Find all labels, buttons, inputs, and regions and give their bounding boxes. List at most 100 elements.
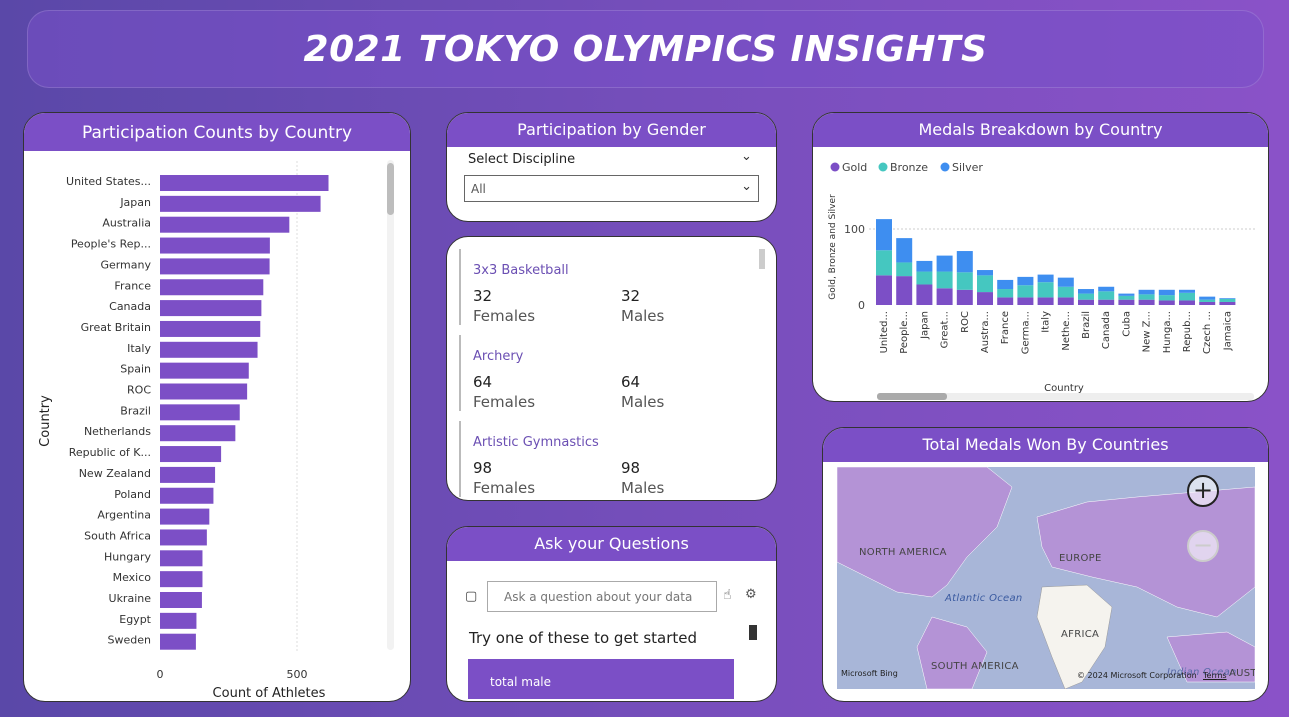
legend-swatch [940,162,950,172]
tick-label: Republic of K... [69,446,151,459]
title-banner: 2021 TOKYO OLYMPICS INSIGHTS [27,10,1264,88]
bar-segment [896,276,913,305]
scroll-marker[interactable] [749,625,757,640]
tick-label: Great Britain [81,321,151,334]
bar-segment [1118,295,1135,300]
bar-segment [1057,277,1074,287]
tick-label: 0 [858,299,865,312]
bing-logo: Microsoft Bing [841,669,898,678]
female-label: Females [473,479,536,497]
y-axis-label: Country [38,395,53,447]
bar-segment [997,297,1014,305]
discipline-name: Artistic Gymnastics [473,435,599,450]
bar-segment [1219,298,1236,302]
map-terms-link[interactable]: Terms [1203,671,1227,680]
bar [160,446,222,463]
bar-segment [956,272,973,290]
collapse-chevron-icon[interactable]: ⌄ [741,149,752,164]
discipline-select-label: Select Discipline [468,152,576,167]
bar-segment [956,251,973,273]
legend-label: Gold [842,161,867,174]
bar-segment [1138,294,1155,300]
tick-label: Canada [1101,311,1112,349]
bar-segment [1078,299,1094,305]
country-scroll-track[interactable] [387,160,394,650]
bar-segment [916,260,933,272]
bar-segment [876,275,892,305]
gear-icon[interactable]: ⚙ [745,587,757,602]
bar-segment [1219,298,1236,299]
participation-country-chart: United States... Japan Australia People's R… [38,161,329,701]
male-label: Males [621,307,665,325]
bar-segment [876,219,892,251]
bar-segment [1179,292,1195,301]
medals-scroll-thumb [877,393,947,400]
female-count: 32 [473,287,493,305]
male-count: 64 [621,373,641,391]
bar [160,592,202,608]
qa-card: Ask your Questions ▢ ☝ ⚙ Try one of thes… [446,526,777,702]
discipline-scroll-thumb[interactable] [759,249,765,269]
map-title: Total Medals Won By Countries [823,428,1268,462]
tick-label: Argentina [97,509,151,522]
zoom-in-icon[interactable]: + [1187,475,1219,507]
tick-label: Great... [940,311,951,348]
bar [160,550,203,567]
bar-segment [1078,293,1094,300]
bar-segment [1037,282,1054,298]
suggestion-button[interactable]: total male [468,659,734,699]
world-map[interactable]: NORTH AMERICA EUROPE Atlantic Ocean AFRI… [837,467,1255,689]
bar [160,466,216,483]
female-label: Females [473,307,536,325]
bar-segment [1037,274,1054,283]
label-south-america: SOUTH AMERICA [931,661,1019,672]
discipline-name: Archery [473,349,524,364]
tick-label: Sweden [108,634,151,647]
tick-label: Germany [100,258,151,271]
tick-label: Japan [119,196,151,209]
bar-segment [977,292,993,305]
question-input[interactable] [487,581,717,612]
female-label: Females [473,393,536,411]
label-atlantic: Atlantic Ocean [945,593,1023,604]
bar-segment [1219,301,1236,305]
bar [160,258,270,275]
chevron-down-icon[interactable]: ⌄ [741,179,752,194]
bar-segment [997,279,1014,290]
tick-label: Netherlands [84,425,151,438]
bar-segment [997,289,1014,298]
gender-card: Participation by Gender Select Disciplin… [446,112,777,222]
page-title: 2021 TOKYO OLYMPICS INSIGHTS [303,28,988,70]
medals-card: Medals Breakdown by Country Gold Bronze Si… [812,112,1269,402]
tick-label: ROC [127,384,151,397]
tick-label: Canada [109,300,151,313]
tick-label: New Z... [1142,311,1153,352]
tick-label: Ukraine [109,592,152,605]
bar-segment [977,275,993,293]
bar-segment [1138,299,1155,305]
bar-segment [1179,289,1195,293]
discipline-select[interactable]: All ⌄ [464,175,759,202]
tick-label: Hungary [104,550,151,563]
x-axis-label: Country [1044,383,1084,394]
male-count: 32 [621,287,641,305]
y-axis-label: Gold, Bronze and Silver [828,194,838,300]
tick-label: Jamaica [1222,311,1233,351]
tick-label: 500 [287,668,308,681]
thumbs-up-icon[interactable]: ☝ [723,587,732,603]
participation-country-title: Participation Counts by Country [24,113,410,151]
label-indian-ocean: Indian Ocean [1167,667,1237,678]
country-scroll-thumb[interactable] [387,163,394,215]
zoom-out-icon[interactable]: − [1187,530,1219,562]
world-map-shapes [837,467,1255,689]
legend-swatch [830,162,840,172]
tick-label: People... [899,311,910,354]
tick-label: Czech ... [1202,311,1213,354]
bar [160,279,264,296]
bar-segment [916,271,933,285]
map-copyright: © 2024 Microsoft Corporation [1077,671,1197,680]
bar-segment [1179,300,1195,305]
tick-label: Cuba [1121,311,1132,337]
bar-segment [1118,293,1135,296]
legend-label: Bronze [890,161,928,174]
